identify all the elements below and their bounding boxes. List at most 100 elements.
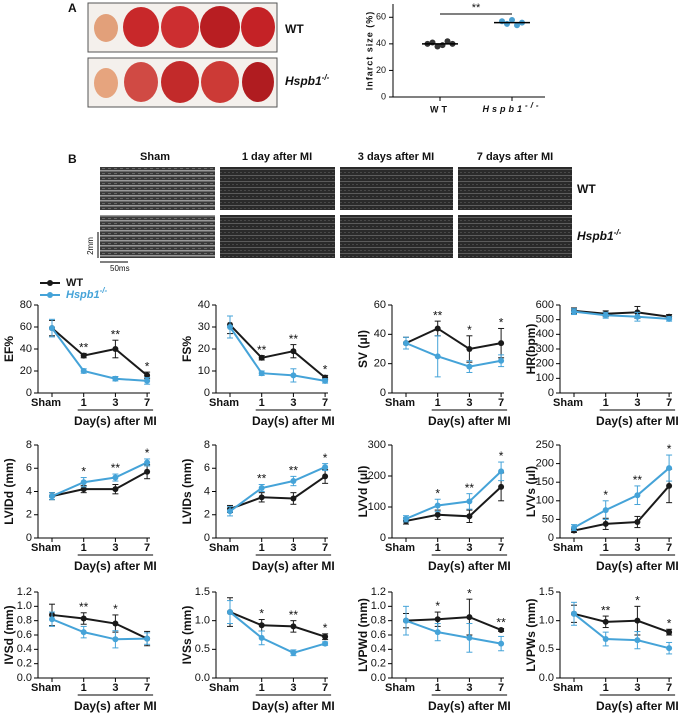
significance-label: ** bbox=[601, 603, 611, 617]
data-point bbox=[634, 313, 641, 320]
heart-images bbox=[87, 2, 278, 108]
series-line bbox=[405, 616, 502, 631]
series-line bbox=[573, 467, 670, 529]
x-tick-label: 1 bbox=[435, 682, 441, 694]
series-line bbox=[229, 326, 326, 382]
heart bbox=[241, 7, 275, 47]
series-line bbox=[573, 613, 670, 650]
x-axis-label: Day(s) after MI bbox=[74, 699, 157, 713]
x-tick-label: 3 bbox=[112, 542, 118, 554]
heart bbox=[161, 61, 199, 103]
y-tick-label: 60 bbox=[20, 321, 32, 333]
heart bbox=[94, 14, 118, 42]
y-tick-label: 40 bbox=[198, 299, 210, 311]
x-axis-label: Day(s) after MI bbox=[428, 699, 511, 713]
x-tick-label: 1 bbox=[603, 682, 609, 694]
y-tick-label: 40 bbox=[20, 343, 32, 355]
legend-marker bbox=[47, 280, 53, 286]
data-point bbox=[434, 616, 441, 623]
data-point bbox=[403, 617, 409, 624]
heart bbox=[242, 62, 274, 102]
x-tick-label: Sham bbox=[553, 682, 583, 694]
data-point bbox=[666, 645, 673, 652]
significance-label: ** bbox=[472, 2, 481, 14]
data-point bbox=[602, 312, 609, 319]
data-point bbox=[514, 22, 520, 29]
series-line bbox=[51, 327, 148, 377]
x-tick-label: 1 bbox=[81, 682, 87, 694]
series-line bbox=[405, 327, 502, 351]
significance-label: * bbox=[259, 607, 264, 621]
data-point bbox=[80, 615, 87, 622]
heart bbox=[201, 61, 239, 103]
series-line bbox=[229, 611, 326, 654]
y-axis-label: IVSs (mm) bbox=[180, 606, 194, 665]
panel-label: A bbox=[68, 1, 77, 15]
data-point bbox=[434, 353, 441, 360]
y-tick-label: 200 bbox=[536, 458, 554, 470]
data-point bbox=[498, 483, 505, 490]
echo-image bbox=[458, 167, 572, 210]
series-line bbox=[573, 485, 670, 532]
x-tick-label: 3 bbox=[112, 397, 118, 409]
x-tick-label: Hspb1-/- bbox=[482, 101, 541, 114]
legend-label: WT bbox=[66, 277, 83, 289]
y-tick-label: 600 bbox=[536, 299, 554, 311]
panel-label: B bbox=[68, 152, 77, 166]
y-tick-label: 20 bbox=[20, 365, 32, 377]
y-tick-label: 1.0 bbox=[195, 615, 210, 627]
y-tick-label: 0.2 bbox=[371, 658, 386, 670]
significance-label: * bbox=[323, 451, 328, 465]
data-point bbox=[290, 495, 297, 502]
data-point bbox=[509, 16, 515, 23]
x-tick-label: 3 bbox=[290, 682, 296, 694]
y-axis-label: LVIDs (mm) bbox=[180, 459, 194, 525]
y-tick-label: 50 bbox=[542, 513, 554, 525]
y-tick-label: 150 bbox=[536, 476, 554, 488]
significance-label: ** bbox=[111, 461, 121, 475]
data-point bbox=[634, 492, 641, 499]
data-point bbox=[144, 372, 151, 379]
echo-image bbox=[458, 215, 572, 258]
y-tick-label: 4 bbox=[204, 485, 210, 497]
data-point bbox=[112, 474, 119, 481]
data-point bbox=[634, 637, 641, 644]
y-tick-label: 1.0 bbox=[539, 615, 554, 627]
data-point bbox=[49, 616, 55, 623]
significance-label: ** bbox=[433, 308, 443, 322]
x-tick-label: Sham bbox=[385, 682, 415, 694]
y-tick-label: 400 bbox=[536, 328, 554, 340]
legend-label: Hspb1-/- bbox=[66, 286, 108, 301]
column-header: 3 days after MI bbox=[358, 151, 434, 163]
x-tick-label: Sham bbox=[209, 682, 239, 694]
significance-label: * bbox=[635, 594, 640, 608]
data-point bbox=[258, 354, 265, 361]
y-tick-label: 0 bbox=[380, 387, 386, 399]
x-tick-label: 7 bbox=[322, 682, 328, 694]
y-tick-label: 0.0 bbox=[539, 672, 554, 684]
x-tick-label: Sham bbox=[209, 397, 239, 409]
x-tick-label: 3 bbox=[634, 397, 640, 409]
x-axis-label: Day(s) after MI bbox=[252, 414, 335, 428]
row-label: Hspb1-/- bbox=[577, 228, 622, 243]
y-axis-label: EF% bbox=[2, 336, 16, 362]
data-point bbox=[571, 308, 577, 315]
data-point bbox=[634, 617, 641, 624]
x-axis-label: Day(s) after MI bbox=[596, 699, 679, 713]
y-tick-label: 0 bbox=[381, 91, 386, 101]
data-point bbox=[666, 482, 673, 489]
heart bbox=[161, 6, 199, 48]
y-tick-label: 0.5 bbox=[539, 643, 554, 655]
x-tick-label: Sham bbox=[31, 397, 61, 409]
y-tick-label: 30 bbox=[198, 321, 210, 333]
series-line bbox=[51, 470, 148, 498]
series-line bbox=[573, 309, 670, 318]
data-point bbox=[602, 520, 609, 527]
data-point bbox=[144, 468, 151, 475]
x-tick-label: 3 bbox=[466, 682, 472, 694]
x-tick-label: 3 bbox=[634, 542, 640, 554]
series-line bbox=[405, 342, 502, 368]
y-tick-label: 60 bbox=[376, 12, 386, 22]
significance-label: ** bbox=[257, 343, 267, 357]
heart bbox=[124, 62, 158, 102]
